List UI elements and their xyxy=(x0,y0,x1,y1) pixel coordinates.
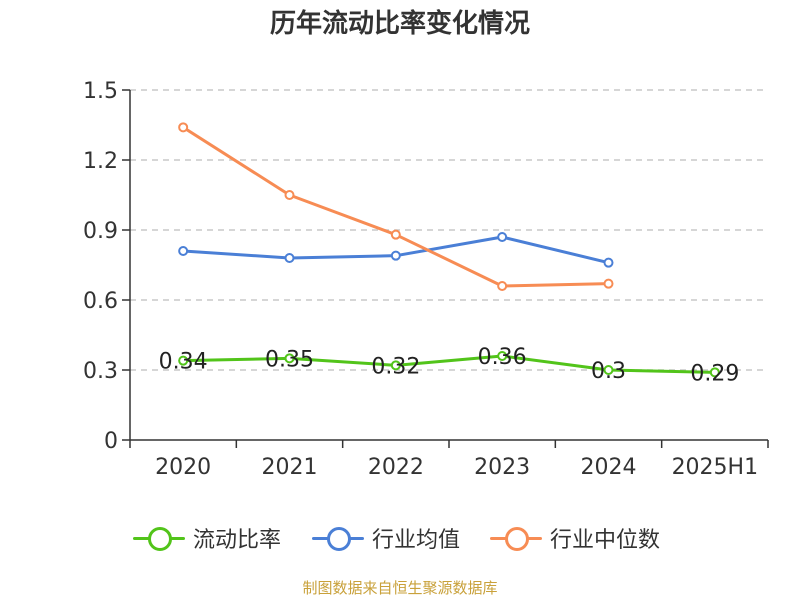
data-point[interactable] xyxy=(390,250,401,261)
data-point[interactable] xyxy=(284,190,295,200)
y-tick-label: 1.5 xyxy=(83,79,118,104)
legend-line-circle-icon xyxy=(312,518,364,558)
data-point[interactable] xyxy=(178,122,189,133)
y-tick-label: 0.6 xyxy=(83,289,118,314)
data-point[interactable] xyxy=(284,253,295,263)
data-point[interactable] xyxy=(497,281,508,291)
data-point[interactable] xyxy=(284,353,295,364)
data-label: 0.35 xyxy=(265,347,314,372)
data-label: 0.3 xyxy=(591,359,626,384)
y-tick-label: 1.2 xyxy=(83,149,118,174)
x-tick-label: 2025H1 xyxy=(672,455,759,480)
data-label: 0.32 xyxy=(371,354,420,379)
data-point[interactable] xyxy=(390,360,401,371)
y-tick-label: 0.9 xyxy=(83,219,118,244)
legend-item[interactable]: 行业均值 xyxy=(312,518,460,558)
x-tick-label: 2020 xyxy=(155,455,211,480)
series-line-2 xyxy=(181,125,610,288)
data-source-note: 制图数据来自恒生聚源数据库 xyxy=(302,579,498,597)
legend-item[interactable]: 行业中位数 xyxy=(490,518,660,558)
data-point[interactable] xyxy=(178,355,189,366)
data-point[interactable] xyxy=(178,246,189,256)
data-point[interactable] xyxy=(497,351,508,361)
data-point[interactable] xyxy=(603,257,614,268)
y-tick-label: 0.3 xyxy=(83,359,118,384)
legend-label: 行业中位数 xyxy=(550,528,661,553)
chart-legend: 流动比率 行业均值 行业中位数 xyxy=(0,518,800,558)
legend-line-circle-icon xyxy=(133,518,185,558)
data-point[interactable] xyxy=(603,365,614,375)
chart-title: 历年流动比率变化情况 xyxy=(269,9,530,39)
data-point[interactable] xyxy=(709,367,720,378)
data-label: 0.36 xyxy=(478,345,527,370)
data-point[interactable] xyxy=(497,232,508,242)
legend-label: 行业均值 xyxy=(372,528,461,553)
x-tick-label: 2022 xyxy=(368,455,424,480)
legend-label: 流动比率 xyxy=(193,528,282,553)
data-label: 0.29 xyxy=(690,361,739,386)
legend-line-circle-icon xyxy=(490,518,542,558)
x-tick-label: 2021 xyxy=(262,455,318,480)
data-point[interactable] xyxy=(603,278,614,289)
y-tick-label: 0 xyxy=(104,429,118,454)
x-tick-label: 2023 xyxy=(474,455,530,480)
data-point[interactable] xyxy=(390,229,401,240)
x-tick-label: 2024 xyxy=(581,455,637,480)
legend-item[interactable]: 流动比率 xyxy=(133,518,281,558)
data-label: 0.34 xyxy=(159,350,208,375)
series-line-0 xyxy=(181,354,717,374)
